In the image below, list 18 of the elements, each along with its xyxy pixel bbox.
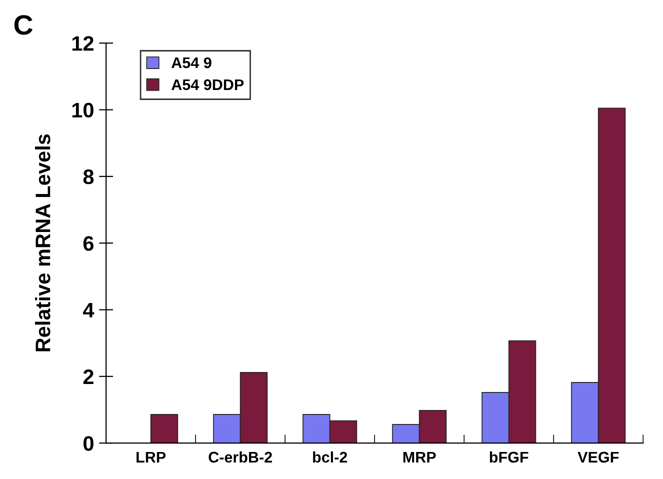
y-tick-label: 4 bbox=[83, 302, 94, 318]
x-tick-label: VEGF bbox=[578, 452, 619, 463]
x-tick-label: bFGF bbox=[490, 451, 528, 463]
x-tick-label: C-erbB-2 bbox=[208, 451, 272, 463]
y-tick-label: 12 bbox=[72, 36, 94, 51]
x-tick-label: LRP bbox=[136, 452, 166, 462]
y-tick-label: 8 bbox=[83, 169, 94, 184]
y-tick-label: 10 bbox=[72, 102, 94, 118]
x-tick-label: MRP bbox=[403, 452, 436, 462]
legend-label: A54 9 bbox=[172, 57, 212, 68]
y-axis-title: Relative mRNA Levels bbox=[35, 134, 50, 352]
y-tick-label: 0 bbox=[84, 436, 94, 451]
text: C bbox=[14, 15, 33, 35]
bar bbox=[150, 414, 178, 444]
x-tick-label: bcl-2 bbox=[313, 451, 348, 463]
y-tick-label: 6 bbox=[83, 236, 94, 251]
legend-label: A54 9DDP bbox=[172, 79, 244, 90]
y-tick-label: 2 bbox=[83, 369, 94, 384]
